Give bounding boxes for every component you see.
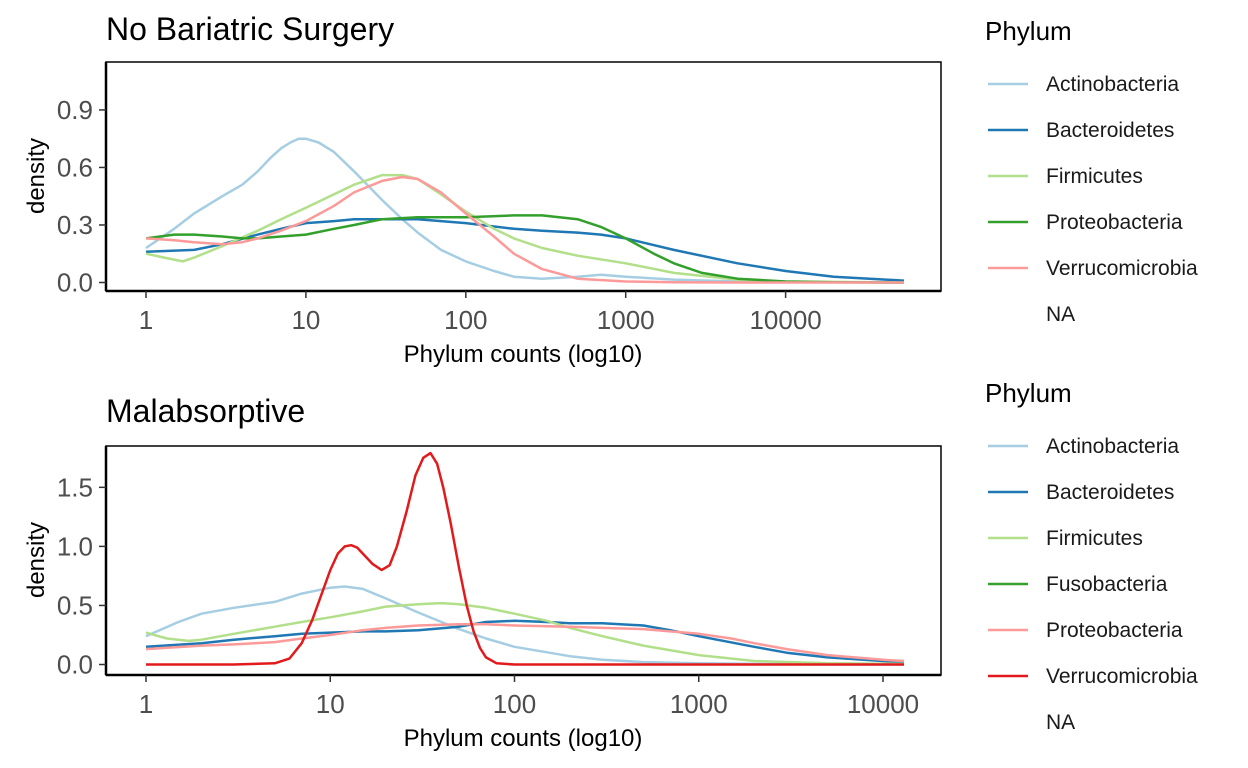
y-tick-label: 0.6 [57,152,93,182]
series-line-verrucomicrobia [145,175,904,284]
x-tick-label: 1 [139,305,153,335]
series-line-actinobacteria [145,585,905,666]
y-tick-label: 0.9 [57,95,93,125]
x-tick-label: 100 [493,689,536,719]
legend-label: Firmicutes [1046,527,1143,550]
legend-label: Proteobacteria [1046,211,1183,234]
legend: Phylum Actinobacteria Bacteroidetes Firmic… [985,16,1198,326]
legend-title: Phylum [985,378,1072,408]
x-axis-ticks: 1 10 100 1000 10000 [139,675,919,719]
legend-label: Proteobacteria [1046,619,1183,642]
x-axis-title: Phylum counts (log10) [404,725,643,752]
x-axis-ticks: 1 10 100 1000 10000 [139,291,822,335]
legend-label: Bacteroidetes [1046,481,1174,504]
legend-label: Actinobacteria [1046,435,1179,458]
y-tick-label: 0.3 [57,210,93,240]
legend: Phylum Actinobacteria Bacteroidetes Firmic… [985,378,1198,734]
series-line-proteobacteria [145,214,905,284]
y-tick-label: 0.0 [57,650,93,680]
legend-label: NA [1046,303,1075,326]
chart-title: Malabsorptive [106,393,305,429]
legend-label: Verrucomicrobia [1046,665,1198,688]
x-tick-label: 1000 [597,305,655,335]
legend-label: Bacteroidetes [1046,119,1174,142]
y-tick-label: 1.0 [57,531,93,561]
chart-title: No Bariatric Surgery [106,11,394,47]
y-axis-ticks: 0.0 0.3 0.6 0.9 [57,95,106,298]
legend-label: Verrucomicrobia [1046,257,1198,280]
x-tick-label: 10 [316,689,345,719]
x-tick-label: 10000 [749,305,821,335]
chart-panel-1: No Bariatric Surgery 1 10 100 1000 10000 0.0… [23,11,1198,368]
legend-title: Phylum [985,16,1072,46]
x-tick-label: 1000 [670,689,728,719]
y-tick-label: 0.0 [57,268,93,298]
series-line-proteobacteria [145,623,905,663]
series-line-actinobacteria [145,137,905,284]
series-line-bacteroidetes [145,217,905,282]
x-axis-title: Phylum counts (log10) [404,341,643,368]
legend-label: NA [1046,711,1075,734]
plot-panel [105,61,942,292]
series-line-verrucomicrobia [146,451,904,666]
x-tick-label: 1 [139,689,153,719]
series-lines [145,451,905,666]
series-line-bacteroidetes [145,619,905,664]
x-tick-label: 10 [291,305,320,335]
legend-label: Fusobacteria [1046,573,1168,596]
series-lines [145,137,905,284]
series-line-firmicutes [145,601,905,666]
x-tick-label: 100 [444,305,487,335]
y-axis-title: density [23,138,50,214]
y-axis-title: density [23,522,50,598]
y-axis-ticks: 0.0 0.5 1.0 1.5 [57,472,106,680]
legend-label: Actinobacteria [1046,73,1179,96]
y-tick-label: 1.5 [57,472,93,502]
legend-label: Firmicutes [1046,165,1143,188]
chart-panel-2: Malabsorptive 1 10 100 1000 10000 0.0 0.5 1.0 1… [23,378,1198,752]
x-tick-label: 10000 [847,689,919,719]
y-tick-label: 0.5 [57,590,93,620]
